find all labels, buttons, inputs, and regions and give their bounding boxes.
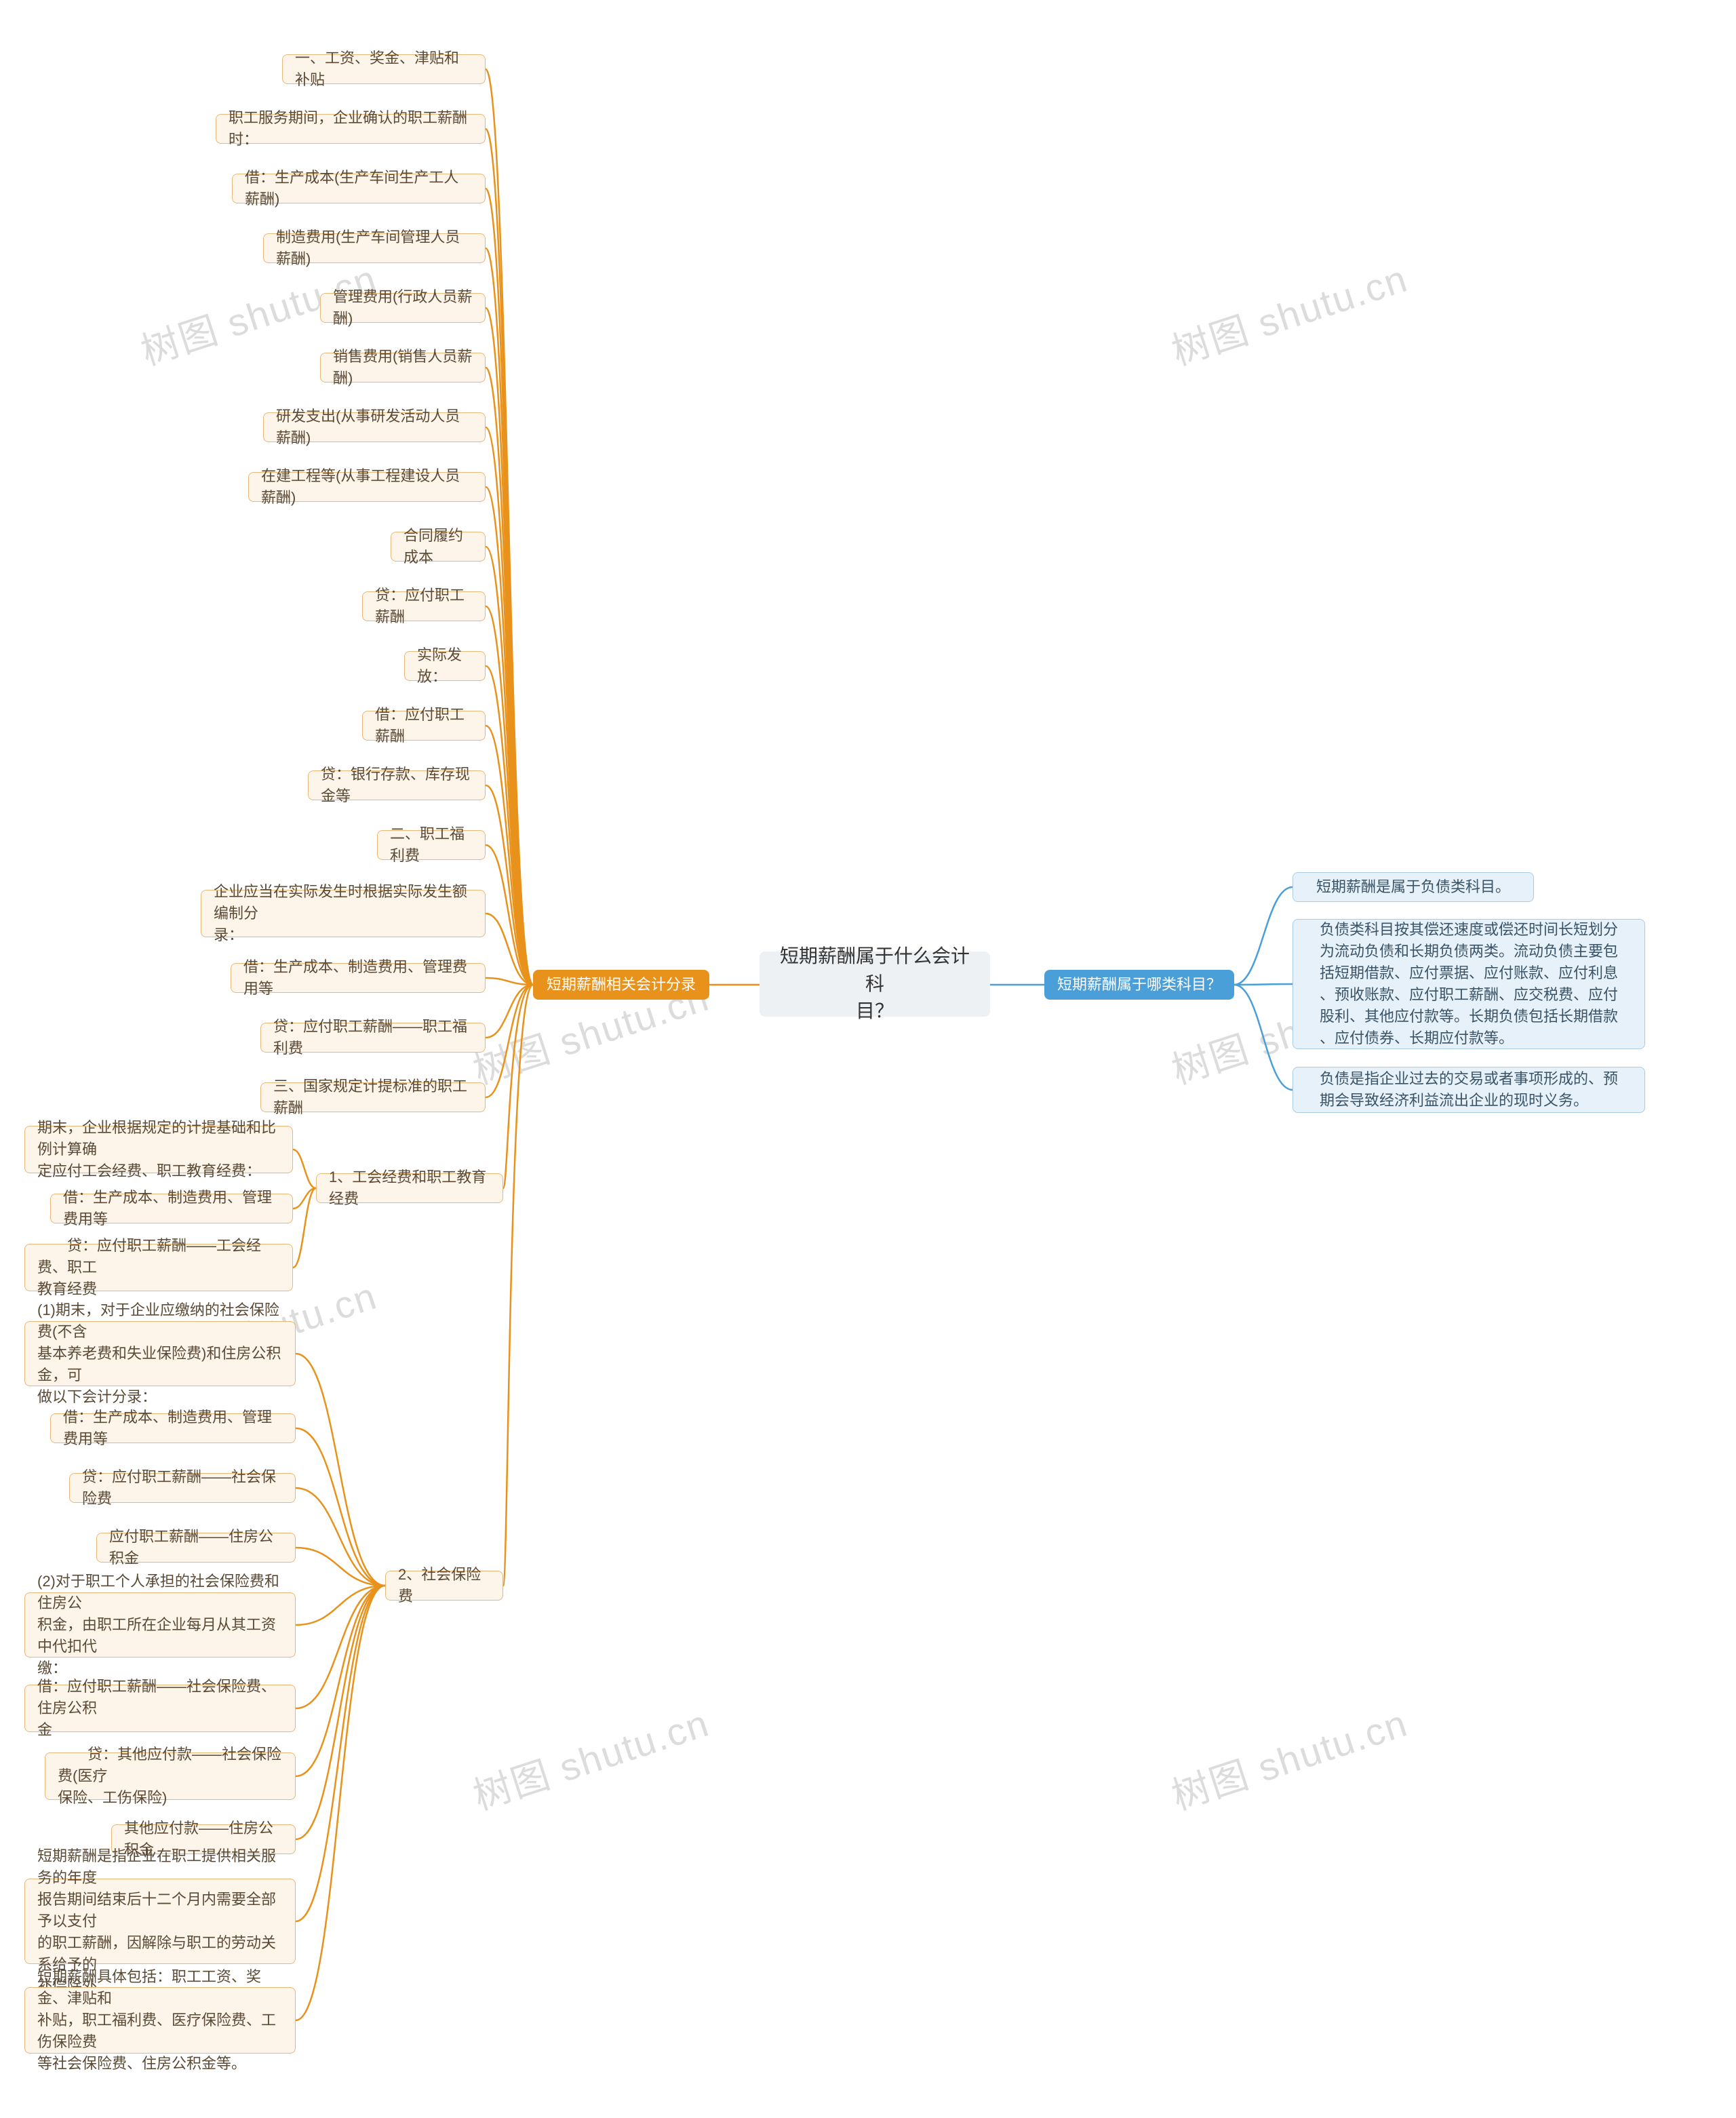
leaf-l20b: 借：生产成本、制造费用、管理费用等 [50,1413,296,1443]
leaf-r3: 负债是指企业过去的交易或者事项形成的、预 期会导致经济利益流出企业的现时义务。 [1293,1067,1645,1113]
leaf-l12: 借：应付职工薪酬 [362,711,486,741]
leaf-l16: 借：生产成本、制造费用、管理费用等 [231,963,486,993]
leaf-l20f: 借：应付职工薪酬——社会保险费、住房公积 金 [24,1685,296,1732]
leaf-l19b: 借：生产成本、制造费用、管理费用等 [50,1194,293,1223]
leaf-l3: 借：生产成本(生产车间生产工人薪酬) [232,174,486,203]
branch-left: 短期薪酬相关会计分录 [533,970,709,1000]
leaf-l20j: 短期薪酬具体包括：职工工资、奖金、津贴和 补贴，职工福利费、医疗保险费、工伤保险… [24,1987,296,2054]
leaf-l6: 销售费用(销售人员薪酬) [320,353,486,383]
leaf-l20e: (2)对于职工个人承担的社会保险费和住房公 积金，由职工所在企业每月从其工资中代… [24,1592,296,1658]
leaf-r1: 短期薪酬是属于负债类科目。 [1293,872,1534,902]
leaf-l19a: 期末，企业根据规定的计提基础和比例计算确 定应付工会经费、职工教育经费： [24,1126,293,1173]
leaf-l20d: 应付职工薪酬——住房公积金 [96,1533,296,1563]
leaf-l17: 贷：应付职工薪酬——职工福利费 [260,1023,486,1053]
leaf-l20c: 贷：应付职工薪酬——社会保险费 [69,1473,296,1503]
leaf-l1: 一、工资、奖金、津贴和补贴 [282,54,486,84]
leaf-l20g: 贷：其他应付款——社会保险费(医疗 保险、工伤保险) [45,1752,296,1800]
leaf-r2: 负债类科目按其偿还速度或偿还时间长短划分 为流动负债和长期负债两类。流动负债主要… [1293,919,1645,1049]
leaf-l9: 合同履约成本 [391,532,486,562]
root-node: 短期薪酬属于什么会计科 目？ [760,952,990,1017]
leaf-l5: 管理费用(行政人员薪酬) [320,293,486,323]
watermark: 树图 shutu.cn [1164,248,1414,376]
leaf-l14: 二、职工福利费 [377,830,486,860]
branch-right: 短期薪酬属于哪类科目？ [1044,970,1234,1000]
watermark: 树图 shutu.cn [1164,1693,1414,1821]
leaf-l7: 研发支出(从事研发活动人员薪酬) [263,412,486,442]
leaf-l20i: 短期薪酬是指企业在职工提供相关服务的年度 报告期间结束后十二个月内需要全部予以支… [24,1879,296,1964]
leaf-l11: 实际发放： [404,651,486,681]
leaf-l20: 2、社会保险费 [385,1571,503,1601]
leaf-l19: 1、工会经费和职工教育经费 [316,1173,503,1203]
leaf-l8: 在建工程等(从事工程建设人员薪酬) [248,472,486,502]
watermark: 树图 shutu.cn [465,1693,715,1821]
leaf-l10: 贷：应付职工薪酬 [362,591,486,621]
leaf-l2: 职工服务期间，企业确认的职工薪酬时： [216,114,486,144]
leaf-l15: 企业应当在实际发生时根据实际发生额编制分 录： [201,890,486,937]
leaf-l18: 三、国家规定计提标准的职工薪酬 [260,1082,486,1112]
leaf-l19c: 贷：应付职工薪酬——工会经费、职工 教育经费 [24,1244,293,1291]
leaf-l20a: (1)期末，对于企业应缴纳的社会保险费(不含 基本养老费和失业保险费)和住房公积… [24,1321,296,1386]
leaf-l13: 贷：银行存款、库存现金等 [308,770,486,800]
leaf-l4: 制造费用(生产车间管理人员薪酬) [263,233,486,263]
